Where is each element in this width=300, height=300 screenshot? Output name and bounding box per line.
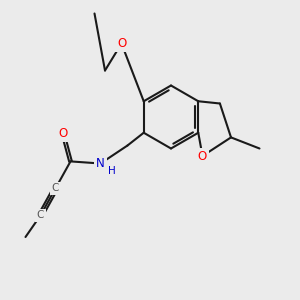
Text: H: H: [108, 166, 116, 176]
Text: C: C: [52, 183, 59, 194]
Text: N: N: [96, 157, 105, 170]
Text: O: O: [58, 127, 68, 140]
Text: O: O: [198, 149, 207, 163]
Text: C: C: [37, 210, 44, 220]
Text: O: O: [117, 37, 126, 50]
